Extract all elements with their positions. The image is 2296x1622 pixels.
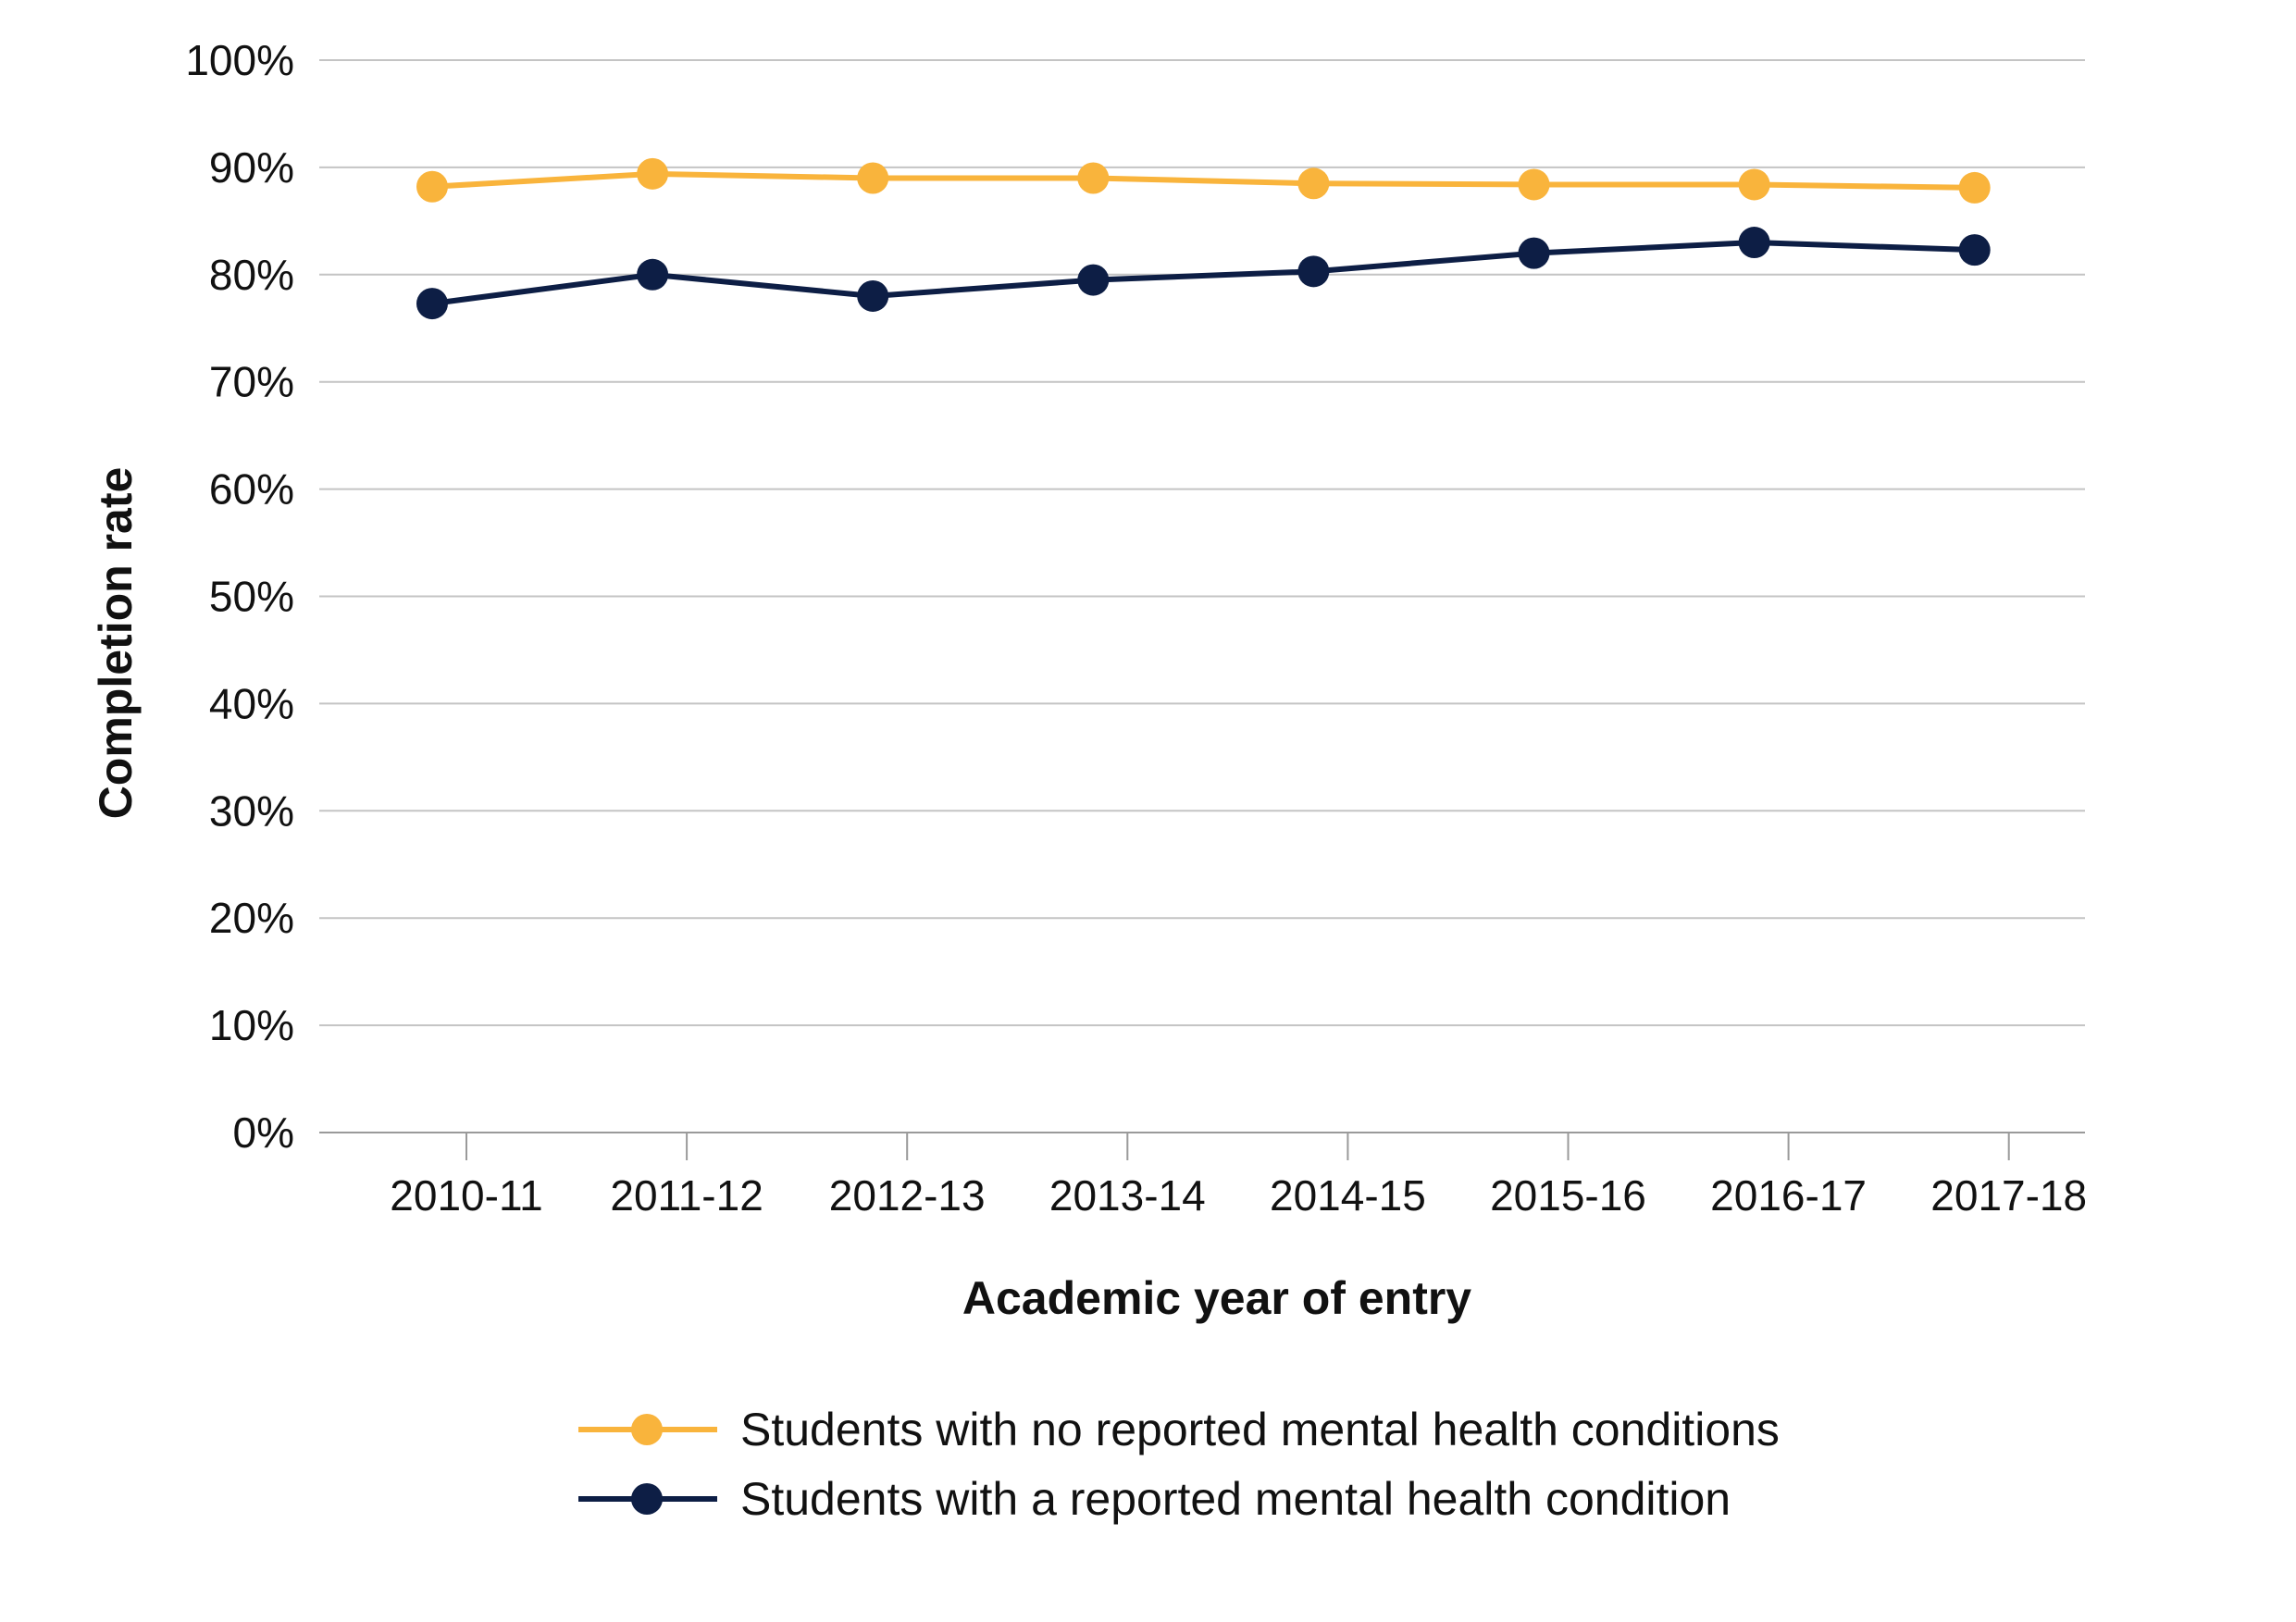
data-point [1958,171,1991,204]
data-point [1077,162,1110,194]
series-2 [416,227,1991,320]
series-line [431,240,1975,307]
data-point [1077,264,1110,296]
y-tick-label: 10% [209,1001,294,1049]
data-point [1518,168,1550,201]
y-tick-label: 100% [185,36,294,84]
y-tick-label: 60% [209,465,294,514]
data-point [857,279,889,312]
series-line [431,170,1975,191]
x-tick-label: 2015-16 [1490,1171,1646,1220]
y-tick-label: 30% [209,786,294,835]
legend-item: Students with a reported mental health c… [578,1473,1731,1525]
series [416,157,1991,320]
series-1 [416,157,1991,204]
data-point [637,157,669,190]
gridlines [319,59,2085,1027]
data-point [1958,234,1991,266]
data-point [1518,237,1550,269]
x-tick-label: 2011-12 [610,1171,763,1220]
y-tick-label: 70% [209,358,294,406]
x-axis-title: Academic year of entry [962,1272,1471,1324]
y-tick-label: 50% [209,573,294,621]
y-axis-ticks: 0% 10% 20% 30% 40% 50% 60% 70% 80% 90% 100% [185,36,294,1157]
data-point [637,258,669,291]
y-tick-label: 80% [209,251,294,299]
legend-swatch-marker [631,1483,663,1515]
legend-label: Students with no reported mental health … [740,1404,1780,1455]
y-tick-label: 0% [233,1108,294,1157]
legend-item: Students with no reported mental health … [578,1404,1780,1455]
y-tick-label: 20% [209,894,294,942]
x-tick-label: 2010-11 [390,1171,542,1220]
legend-label: Students with a reported mental health c… [740,1473,1731,1525]
legend: Students with no reported mental health … [578,1404,1780,1525]
y-axis-title: Completion rate [90,467,142,820]
x-axis-ticks: 2010-11 2011-12 2012-13 2013-14 2014-15 2015-… [390,1133,2087,1220]
y-tick-label: 40% [209,679,294,727]
data-point [416,170,448,203]
legend-swatch-marker [631,1414,663,1445]
x-tick-label: 2016-17 [1710,1171,1867,1220]
data-point [1738,227,1770,259]
data-point [416,288,448,320]
data-point [1297,255,1330,288]
y-tick-label: 90% [209,143,294,192]
x-tick-label: 2013-14 [1049,1171,1206,1220]
data-point [1297,167,1330,200]
x-tick-label: 2012-13 [829,1171,986,1220]
data-point [857,162,889,194]
data-point [1738,168,1770,201]
x-tick-label: 2014-15 [1270,1171,1426,1220]
x-tick-label: 2017-18 [1930,1171,2087,1220]
